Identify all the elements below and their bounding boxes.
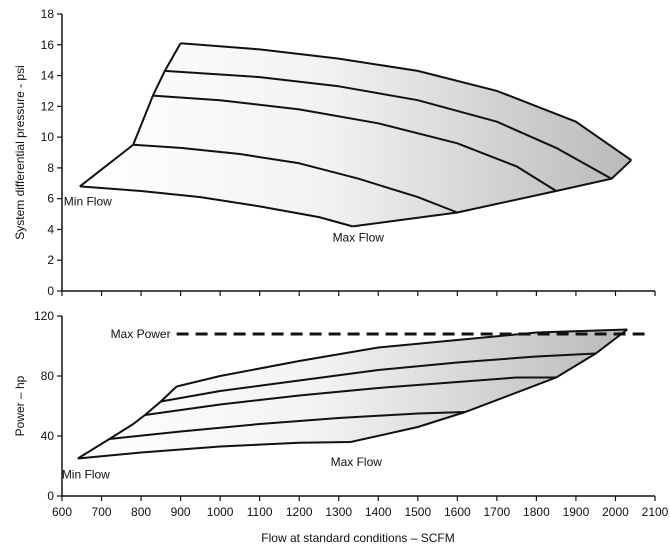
power-x-tick-label: 1100	[247, 505, 273, 519]
power-x-tick-label: 900	[171, 505, 191, 519]
power-x-tick-label: 1900	[563, 505, 590, 519]
power-curve-1	[77, 441, 351, 460]
pressure-max-flow-label: Max Flow	[333, 230, 385, 244]
pressure-max-flow-line	[352, 159, 632, 228]
power-max-flow-line	[350, 328, 628, 443]
power-curve-2	[109, 411, 466, 440]
power-operating-envelope	[77, 329, 628, 459]
power-y-tick-label: 0	[47, 489, 54, 503]
power-top-curve	[176, 328, 628, 388]
power-x-tick-label: 1000	[207, 505, 234, 519]
pressure-y-tick-label: 8	[47, 161, 54, 175]
pressure-min-flow-line	[79, 42, 182, 188]
power-x-tick-label: 1400	[365, 505, 392, 519]
power-x-tick-label: 2100	[642, 505, 669, 519]
power-curve-3	[144, 376, 557, 416]
power-y-tick-label: 120	[34, 309, 54, 323]
pressure-curve-4	[164, 69, 612, 180]
power-x-tick-label: 800	[131, 505, 151, 519]
pressure-curve-3	[152, 94, 557, 192]
power-min-flow-line	[77, 385, 178, 460]
power-x-tick-label: 600	[52, 505, 72, 519]
pressure-operating-envelope	[79, 43, 632, 227]
pressure-y-tick-label: 4	[47, 222, 54, 236]
power-x-tick-label: 1200	[286, 505, 313, 519]
max-power-label: Max Power	[111, 327, 171, 341]
power-x-tick-label: 1500	[404, 505, 431, 519]
power-min-flow-label: Min Flow	[62, 468, 110, 482]
power-curve-4	[160, 352, 596, 403]
pressure-y-tick-label: 18	[41, 7, 55, 21]
pressure-y-tick-label: 14	[41, 69, 55, 83]
power-y-tick-label: 40	[41, 429, 55, 443]
x-axis-title: Flow at standard conditions – SCFM	[261, 531, 454, 545]
pressure-top-curve	[180, 42, 632, 162]
power-y-axis-title: Power – hp	[13, 375, 27, 436]
power-max-flow-label: Max Flow	[331, 455, 383, 469]
power-y-tick-label: 80	[41, 369, 55, 383]
power-panel: 0 40 80 120 600 700 800 900 1000 1100 1200 1300 1400…	[13, 309, 669, 545]
power-x-tick-label: 1300	[325, 505, 352, 519]
power-x-tick-label: 1700	[484, 505, 511, 519]
pressure-y-tick-label: 0	[47, 284, 54, 298]
power-x-tick-label: 1800	[523, 505, 550, 519]
pressure-panel: 0 2 4 6 8 10 12 14 16 18 System differential press…	[13, 7, 656, 298]
pressure-y-tick-label: 6	[47, 192, 54, 206]
power-x-tick-label: 700	[92, 505, 112, 519]
pressure-min-flow-label: Min Flow	[64, 194, 112, 208]
pressure-y-tick-label: 16	[41, 38, 55, 52]
pressure-y-tick-label: 10	[41, 130, 55, 144]
pressure-y-axis-title: System differential pressure - psi	[13, 65, 27, 240]
pressure-y-tick-label: 12	[41, 99, 55, 113]
power-x-tick-label: 1600	[444, 505, 471, 519]
pressure-curve-1	[79, 185, 353, 228]
power-x-tick-label: 2000	[602, 505, 629, 519]
pressure-y-tick-label: 2	[47, 253, 54, 267]
pressure-curve-2	[133, 143, 458, 214]
